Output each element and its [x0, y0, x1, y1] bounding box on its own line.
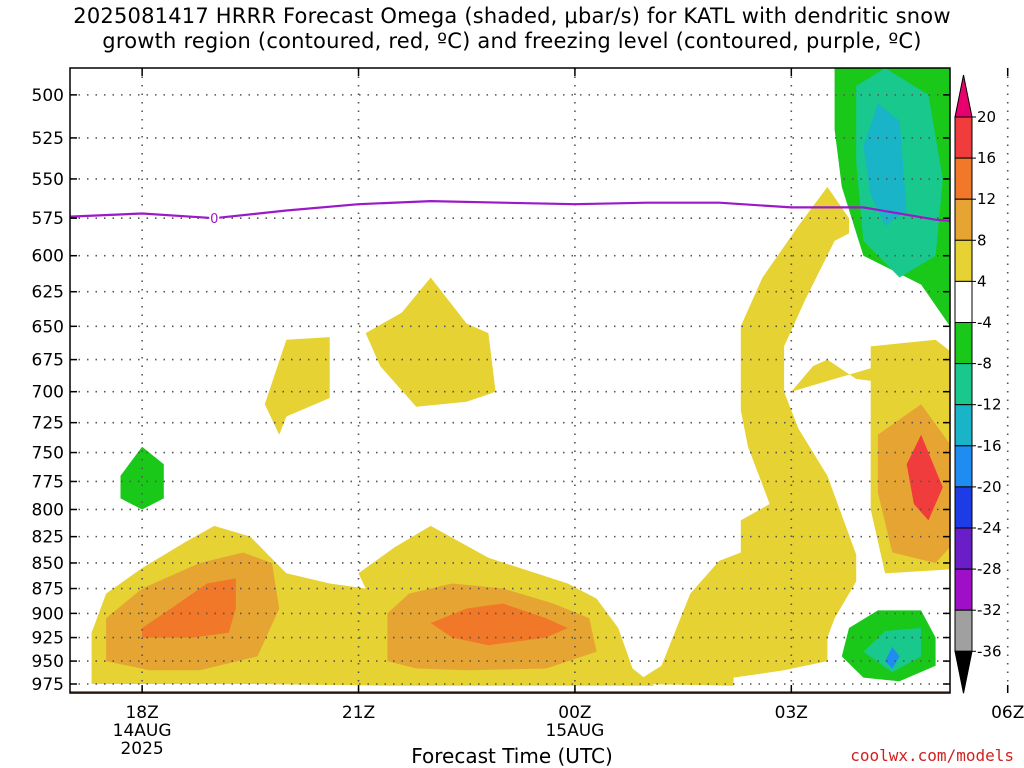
x-axis-ticks: 18Z14AUG202521Z00Z15AUG03Z06Z09Z [113, 68, 1024, 759]
freezing-level-contour: 00 [70, 199, 950, 227]
y-tick-label: 875 [32, 580, 64, 600]
colorbar-bin [954, 322, 973, 365]
x-tick-label: 21Z [342, 703, 375, 723]
colorbar-label: -4 [977, 314, 992, 332]
chart-title: 2025081417 HRRR Forecast Omega (shaded, … [0, 4, 1024, 54]
colorbar-label: -32 [977, 601, 1002, 619]
colorbar-label: 4 [977, 272, 987, 290]
y-tick-label: 850 [32, 554, 64, 574]
x-axis-label: Forecast Time (UTC) [411, 744, 613, 768]
colorbar-label: -8 [977, 355, 992, 373]
y-tick-label: 800 [32, 500, 64, 520]
omega-region-6 [264, 337, 330, 435]
freezing-label-bg [209, 210, 220, 225]
title-line-1: 2025081417 HRRR Forecast Omega (shaded, … [73, 4, 951, 28]
y-tick-label: 700 [32, 383, 64, 403]
y-tick-label: 675 [32, 351, 64, 371]
y-tick-label: 550 [32, 170, 64, 190]
colorbar-bin [954, 486, 973, 529]
y-tick-label: 775 [32, 472, 64, 492]
y-tick-label: 825 [32, 528, 64, 548]
colorbar-bin [954, 650, 973, 694]
y-tick-label: 575 [32, 209, 64, 229]
x-tick-date: 15AUG [545, 721, 604, 741]
colorbar-bin [954, 239, 973, 282]
y-tick-label: 625 [32, 283, 64, 303]
colorbar: 20 16 12 8 4 -4 -8 -12 -16 -20 -24 -28 -32 -36 [954, 74, 1002, 694]
y-tick-label: 725 [32, 414, 64, 434]
colorbar-label: 12 [977, 190, 996, 208]
x-tick-label: 06Z [991, 703, 1024, 723]
x-tick-date: 14AUG [113, 721, 172, 741]
colorbar-bin [954, 404, 973, 447]
y-tick-label: 750 [32, 444, 64, 464]
ground-surface [70, 691, 950, 693]
y-tick-label: 650 [32, 317, 64, 337]
x-tick-label: 03Z [775, 703, 808, 723]
omega-shading [70, 68, 950, 693]
y-tick-label: 950 [32, 652, 64, 672]
omega-region-2 [142, 578, 236, 638]
omega-region-17 [120, 446, 164, 510]
omega-region-7 [365, 277, 496, 407]
colorbar-bin [954, 445, 973, 488]
y-axis-ticks: 500 525 550 575 600 625 650 675 700 725 750 775 800 8… [32, 86, 950, 695]
colorbar-label: -24 [977, 519, 1002, 537]
colorbar-label: 8 [977, 231, 987, 249]
title-line-2: growth region (contoured, red, ºC) and f… [102, 29, 922, 53]
colorbar-bin [954, 280, 973, 323]
colorbar-label: -20 [977, 478, 1002, 496]
plot-frame [69, 67, 951, 694]
omega-region-4 [430, 603, 568, 646]
y-tick-label: 975 [32, 675, 64, 695]
credit-link[interactable]: coolwx.com/models [850, 746, 1014, 765]
colorbar-bin [954, 363, 973, 406]
omega-region-8 [632, 186, 857, 686]
colorbar-label: -36 [977, 642, 1002, 660]
colorbar-bin [954, 157, 973, 200]
colorbar-bin [954, 609, 973, 652]
freezing-level-line [70, 199, 950, 223]
colorbar-bin [954, 527, 973, 570]
x-tick-label: 00Z [558, 703, 591, 723]
colorbar-bin [954, 198, 973, 241]
x-tick-year: 2025 [120, 739, 163, 759]
colorbar-label: -12 [977, 396, 1002, 414]
y-tick-label: 525 [32, 129, 64, 149]
freezing-level-label: 0 [210, 212, 218, 227]
colorbar-label: 16 [977, 149, 996, 167]
colorbar-bin [954, 116, 973, 159]
colorbar-bin [954, 568, 973, 611]
y-tick-label: 500 [32, 86, 64, 106]
omega-region-23 [885, 647, 900, 669]
y-tick-label: 900 [32, 604, 64, 624]
omega-region-12 [906, 434, 943, 521]
colorbar-label: 20 [977, 108, 996, 126]
omega-region-20 [863, 103, 907, 226]
colorbar-bin [954, 74, 973, 118]
y-tick-label: 925 [32, 629, 64, 649]
plot-border [69, 67, 951, 694]
colorbar-label: -28 [977, 560, 1002, 578]
x-tick-label: 18Z [125, 703, 158, 723]
colorbar-label: -16 [977, 437, 1002, 455]
y-tick-label: 600 [32, 247, 64, 267]
